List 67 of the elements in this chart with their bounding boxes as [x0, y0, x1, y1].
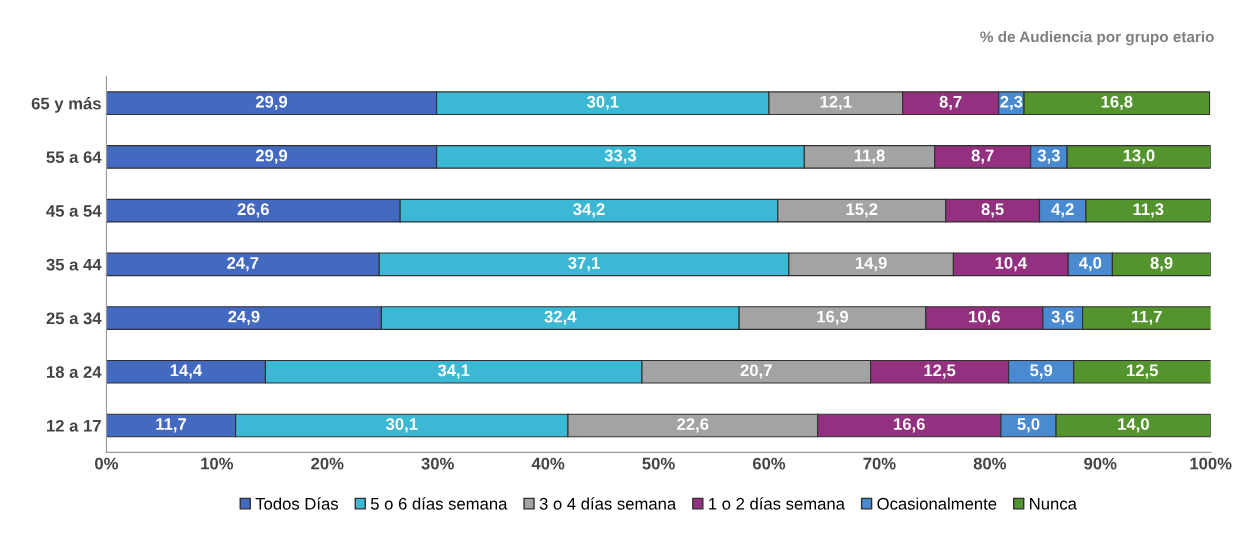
x-tick-label: 30%: [421, 457, 454, 470]
y-tick-label: 55 a 64: [46, 151, 102, 164]
data-label: 11,3: [1133, 203, 1164, 218]
data-label: 15,2: [846, 203, 878, 218]
data-label: 2,3: [1000, 95, 1023, 111]
y-tick-label: 18 a 24: [47, 366, 102, 378]
data-label: 16,8: [1101, 95, 1133, 111]
x-tick-label: 20%: [311, 457, 344, 470]
data-label: 13,0: [1123, 149, 1155, 164]
x-tick-label: 90%: [1084, 457, 1117, 470]
data-label: 10,4: [995, 257, 1027, 272]
y-tick-label: 12 a 17: [47, 419, 101, 432]
data-label: 5,9: [1030, 364, 1053, 379]
data-label: 30,1: [385, 418, 418, 433]
x-tick-label: 0%: [95, 457, 119, 470]
legend-label: 5 o 6 días semana: [370, 497, 508, 510]
data-label: 33,3: [604, 149, 637, 164]
data-label: 3,3: [1037, 149, 1060, 164]
data-label: 10,6: [969, 310, 1000, 325]
x-tick-label: 70%: [863, 457, 896, 470]
data-label: 4,0: [1078, 257, 1102, 272]
legend-label: 3 o 4 días semana: [539, 497, 677, 510]
x-tick-label: 40%: [531, 457, 565, 470]
x-tick-label: 80%: [973, 457, 1007, 470]
legend-label: Todos Días: [255, 497, 338, 510]
data-label: 11,7: [1131, 310, 1162, 325]
data-label: 20,7: [740, 364, 772, 379]
x-tick-label: 100%: [1190, 457, 1232, 470]
x-tick-label: 60%: [752, 457, 786, 470]
data-label: 8,9: [1150, 257, 1173, 272]
y-tick-label: 45 a 54: [46, 205, 102, 217]
data-label: 3,6: [1051, 310, 1074, 325]
x-tick-label: 50%: [642, 457, 675, 470]
data-label: 8,5: [981, 203, 1004, 218]
data-label: 29,9: [255, 149, 288, 164]
data-label: 37,1: [568, 257, 600, 272]
data-label: 16,6: [894, 418, 925, 433]
data-label: 24,7: [227, 257, 259, 272]
data-label: 12,5: [924, 364, 956, 379]
data-label: 24,9: [228, 310, 260, 325]
data-label: 4,2: [1051, 203, 1074, 218]
y-tick-label: 65 y más: [31, 97, 101, 113]
legend-label: 1 o 2 días semana: [709, 497, 845, 510]
y-tick-label: 35 a 44: [46, 258, 102, 271]
data-label: 8,7: [971, 149, 994, 164]
data-label: 14,9: [855, 257, 887, 272]
text: % de Audiencia por grupo etario: [980, 31, 1214, 46]
data-label: 12,5: [1127, 364, 1158, 379]
legend-label: Nunca: [1030, 498, 1077, 510]
data-label: 22,6: [677, 418, 709, 433]
x-tick-label: 10%: [201, 457, 234, 470]
data-label: 34,1: [437, 364, 470, 379]
data-label: 16,9: [817, 310, 849, 325]
data-label: 34,2: [573, 203, 605, 218]
y-tick-label: 25 a 34: [46, 312, 102, 325]
data-label: 14,0: [1118, 418, 1149, 433]
data-label: 30,1: [586, 95, 619, 111]
data-label: 26,6: [237, 203, 269, 218]
data-label: 32,4: [544, 310, 577, 325]
data-label: 14,4: [170, 364, 203, 379]
data-label: 11,7: [156, 418, 187, 433]
data-label: 11,8: [854, 149, 885, 164]
data-label: 5,0: [1017, 418, 1040, 433]
data-label: 12,1: [820, 95, 852, 111]
data-label: 29,9: [255, 95, 288, 111]
data-label: 8,7: [939, 95, 962, 111]
legend-label: Ocasionalmente: [877, 497, 997, 510]
